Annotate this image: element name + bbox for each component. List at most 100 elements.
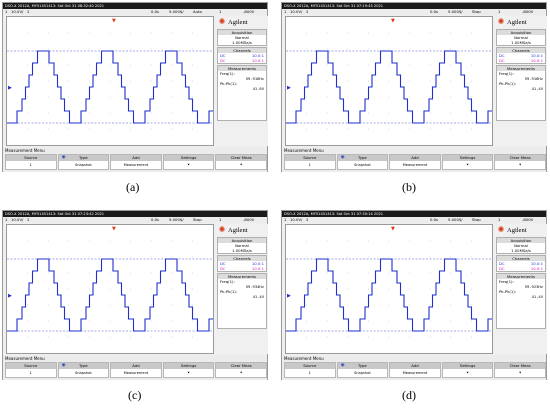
chevron-down-icon: ⯆ <box>187 163 191 167</box>
scope-screen-c: DSO-X 2012A, MY51451413: Sat Oct 31 07:2… <box>2 210 268 380</box>
clear-meas-softkey[interactable]: Clear Meas ⯆ <box>215 362 267 378</box>
caption-b: (b) <box>402 180 416 194</box>
trigger-position-icon: ▼ <box>112 18 116 24</box>
acquisition-box: Acquisition Normal 1.00MSa/s <box>217 237 267 254</box>
channel2-number: 2 <box>27 217 30 222</box>
source-softkey[interactable]: Source 1 <box>5 362 57 378</box>
add-measurement-softkey[interactable]: Add Measurement <box>389 362 441 378</box>
delay-value: 0.0s <box>430 9 439 14</box>
source-softkey[interactable]: Source 1 <box>284 362 336 378</box>
ground-marker-icon: ▶ <box>8 293 12 299</box>
type-softkey[interactable]: ◉ Type Snapshot <box>336 362 389 378</box>
caption-a: (a) <box>126 180 140 194</box>
trigger-position-icon: ▼ <box>391 226 395 232</box>
trigger-position-icon: ▼ <box>391 18 395 24</box>
timebase-value: 5.000$/ <box>169 217 184 222</box>
agilent-spark-icon: ✺ <box>497 17 505 26</box>
add-measurement-softkey[interactable]: Add Measurement <box>110 362 162 378</box>
channel-number: 1 <box>284 217 287 222</box>
settings-softkey[interactable]: Settings ⯆ <box>441 362 494 378</box>
info-sidebar: ✺ Agilent Acquisition Normal 1.00MSa/s C… <box>216 16 268 146</box>
trigger-level: -800V <box>522 9 534 14</box>
trigger-position-icon: ▼ <box>112 226 116 232</box>
agilent-spark-icon: ✺ <box>497 225 505 234</box>
waveform-display: ▶ ▼ <box>6 224 214 354</box>
title-bar: DSO-X 2012A, MY51451413: Sat Oct 31 07:3… <box>282 211 546 217</box>
settings-softkey[interactable]: Settings ⯆ <box>441 154 494 170</box>
measurements-box: Measurements Freq(1): 59.916Hz Pk-Pk(1):… <box>217 65 267 121</box>
acquisition-box: Acquisition Normal 1.00MSa/s <box>217 29 267 46</box>
chevron-down-icon: ⯆ <box>466 163 470 167</box>
chevron-down-icon: ⯆ <box>187 371 191 375</box>
waveform-display: ▶ ▼ <box>6 16 214 146</box>
status-row: 1 10.0V/ 2 0.0s 5.000$/ Stop 1 -800V <box>282 217 546 223</box>
channel-number: 1 <box>284 9 287 14</box>
measurement-menu: Measurement Menu Source 1 ◉ Type Snapshot A… <box>3 147 267 172</box>
channel2-number: 2 <box>27 9 30 14</box>
scope-screen-a: DSO-X 2012A, MY51451413: Sat Oct 31 08:3… <box>2 2 268 172</box>
waveform-trace <box>7 258 213 332</box>
type-softkey[interactable]: ◉ Type Snapshot <box>57 362 110 378</box>
type-softkey[interactable]: ◉ Type Snapshot <box>57 154 110 170</box>
channel-number: 1 <box>5 217 8 222</box>
trigger-level: -800V <box>243 9 255 14</box>
volts-per-div: 10.0V/ <box>11 9 24 14</box>
peak-to-peak-value: 41.4V <box>252 294 264 299</box>
source-softkey[interactable]: Source 1 <box>284 154 336 170</box>
trigger-channel: 1 <box>498 9 501 14</box>
clear-meas-softkey[interactable]: Clear Meas ⯆ <box>494 154 546 170</box>
status-row: 1 10.0V/ 2 0.0s 5.000$/ Stop 1 -800V <box>3 217 267 223</box>
type-softkey[interactable]: ◉ Type Snapshot <box>336 154 389 170</box>
settings-softkey[interactable]: Settings ⯆ <box>162 154 215 170</box>
measurement-menu: Measurement Menu Source 1 ◉ Type Snapshot A… <box>282 355 546 380</box>
ground-marker-icon: ▶ <box>287 293 291 299</box>
measurement-menu: Measurement Menu Source 1 ◉ Type Snapshot A… <box>3 355 267 380</box>
info-sidebar: ✺ Agilent Acquisition Normal 1.00MSa/s C… <box>495 224 547 354</box>
chevron-down-icon: ⯆ <box>239 371 243 375</box>
radio-indicator-icon: ◉ <box>340 155 345 160</box>
peak-to-peak-value: 41.6V <box>252 86 264 91</box>
softkey-row: Source 1 ◉ Type Snapshot Add Measurement Set… <box>5 362 267 378</box>
chevron-down-icon: ⯆ <box>518 163 522 167</box>
channel2-number: 2 <box>306 217 309 222</box>
source-softkey[interactable]: Source 1 <box>5 154 57 170</box>
trigger-mode: Auto <box>193 9 202 14</box>
clear-meas-softkey[interactable]: Clear Meas ⯆ <box>494 362 546 378</box>
add-measurement-softkey[interactable]: Add Measurement <box>110 154 162 170</box>
title-bar: DSO-X 2012A, MY51451413: Sat Oct 31 07:2… <box>3 211 267 217</box>
clear-meas-softkey[interactable]: Clear Meas ⯆ <box>215 154 267 170</box>
volts-per-div: 10.0V/ <box>290 217 303 222</box>
info-sidebar: ✺ Agilent Acquisition Normal 1.00MSa/s C… <box>495 16 547 146</box>
channels-box: Channels DC 10.0:1 DC 10.0:1 <box>496 255 546 272</box>
settings-softkey[interactable]: Settings ⯆ <box>162 362 215 378</box>
ground-marker-icon: ▶ <box>287 85 291 91</box>
channel2-number: 2 <box>306 9 309 14</box>
caption-c: (c) <box>128 388 142 402</box>
chevron-down-icon: ⯆ <box>518 371 522 375</box>
status-row: 1 10.0V/ 2 0.0s 5.000$/ Auto 1 -800V <box>3 9 267 15</box>
delay-value: 0.0s <box>151 217 160 222</box>
measurements-box: Measurements Freq(1): 59.916Hz Pk-Pk(1):… <box>496 65 546 121</box>
title-bar: DSO-X 2012A, MY51451413: Sat Oct 31 08:3… <box>3 3 267 9</box>
chevron-down-icon: ⯆ <box>466 371 470 375</box>
chevron-down-icon: ⯆ <box>239 163 243 167</box>
softkey-row: Source 1 ◉ Type Snapshot Add Measurement Set… <box>284 362 546 378</box>
waveform-trace <box>286 50 492 124</box>
scope-screen-d: DSO-X 2012A, MY51451413: Sat Oct 31 07:3… <box>281 210 547 380</box>
measurements-box: Measurements Freq(1): 59.923Hz Pk-Pk(1):… <box>496 273 546 329</box>
radio-indicator-icon: ◉ <box>61 155 66 160</box>
trigger-mode: Stop <box>193 217 202 222</box>
trigger-level: -800V <box>243 217 255 222</box>
measurements-box: Measurements Freq(1): 59.934Hz Pk-Pk(1):… <box>217 273 267 329</box>
add-measurement-softkey[interactable]: Add Measurement <box>389 154 441 170</box>
timebase-value: 5.000$/ <box>169 9 184 14</box>
brand-logo: ✺ Agilent <box>218 17 248 26</box>
brand-logo: ✺ Agilent <box>218 225 248 234</box>
channels-box: Channels DC 10.0:1 DC 10.0:1 <box>217 255 267 272</box>
trigger-channel: 1 <box>219 9 222 14</box>
delay-value: 0.0s <box>430 217 439 222</box>
graticule <box>27 240 193 338</box>
trigger-channel: 1 <box>498 217 501 222</box>
volts-per-div: 10.0V/ <box>290 9 303 14</box>
caption-d: (d) <box>402 388 416 402</box>
